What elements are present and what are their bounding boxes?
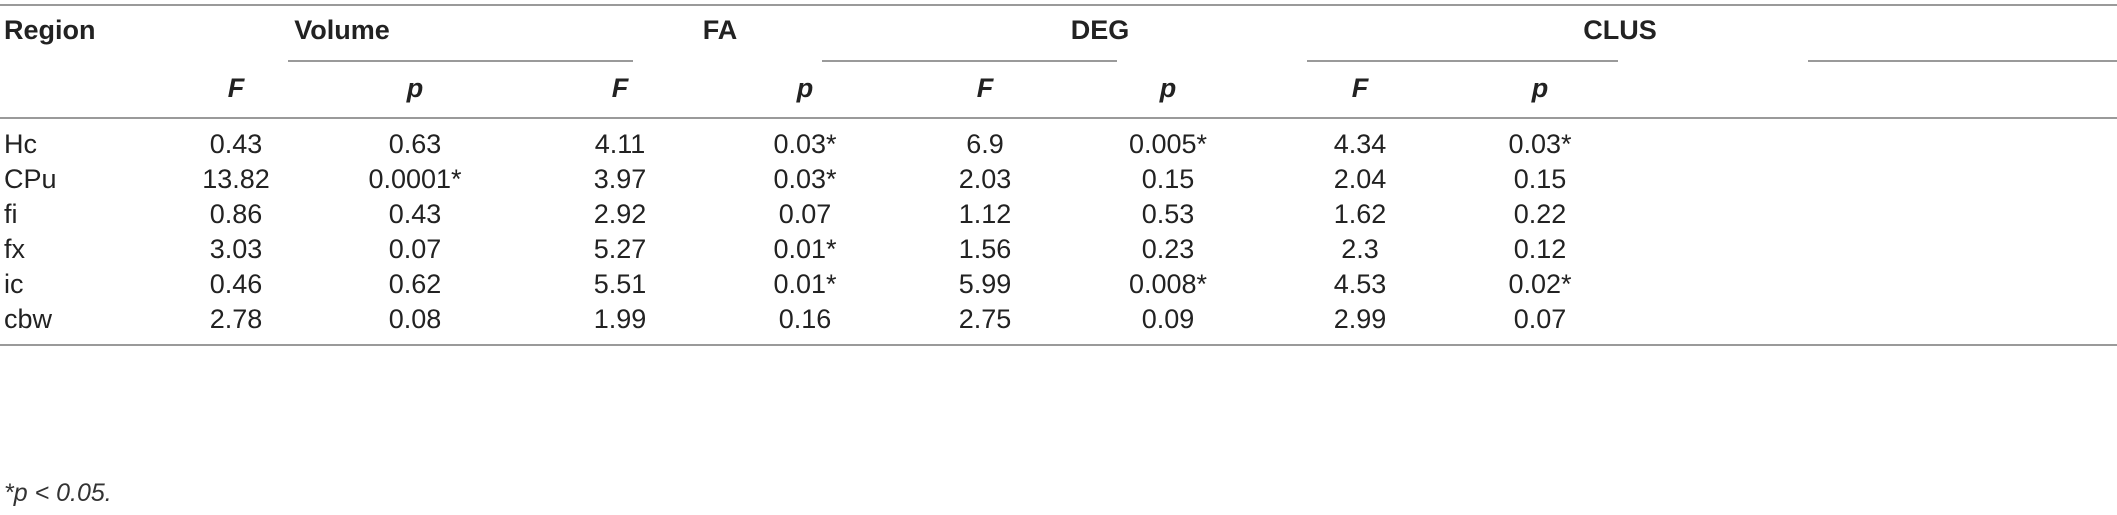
group-rule-volume <box>288 60 633 62</box>
table-cell: 0.86 <box>209 199 263 229</box>
table-cell: 0.03* <box>1508 129 1572 159</box>
group-header-fa: FA <box>702 15 738 45</box>
table-cell: 0.62 <box>388 269 442 299</box>
table-cell: 0.63 <box>388 129 442 159</box>
table-cell: 0.43 <box>209 129 263 159</box>
table-cell: 0.02* <box>1508 269 1572 299</box>
table-cell: 0.01* <box>773 234 837 264</box>
table-cell: 5.51 <box>593 269 647 299</box>
stat-header-clus-f: F <box>1351 73 1369 103</box>
stat-header-fa-p: p <box>796 73 814 103</box>
table-cell: 4.34 <box>1333 129 1387 159</box>
row-label: CPu <box>4 164 57 194</box>
region-header: Region <box>4 15 96 45</box>
group-rule-fa <box>822 60 1117 62</box>
table-footnote: *p < 0.05. <box>4 479 112 507</box>
table-cell: 1.12 <box>958 199 1012 229</box>
top-rule <box>0 4 2117 6</box>
header-rule <box>0 117 2117 119</box>
table-cell: 6.9 <box>966 129 1004 159</box>
table-cell: 0.22 <box>1513 199 1567 229</box>
group-header-clus: CLUS <box>1583 15 1657 45</box>
row-label: fi <box>4 199 18 229</box>
group-header-volume: Volume <box>294 15 390 45</box>
table-cell: 2.04 <box>1333 164 1387 194</box>
table-cell: 0.15 <box>1141 164 1195 194</box>
table-cell: 0.46 <box>209 269 263 299</box>
table-cell: 2.78 <box>209 304 263 334</box>
table-cell: 2.3 <box>1341 234 1379 264</box>
stat-header-deg-f: F <box>976 73 994 103</box>
row-label: fx <box>4 234 26 264</box>
table-cell: 1.56 <box>958 234 1012 264</box>
table-cell: 0.23 <box>1141 234 1195 264</box>
table-cell: 4.11 <box>594 129 646 159</box>
table-cell: 2.75 <box>958 304 1012 334</box>
table-cell: 0.16 <box>778 304 832 334</box>
stat-header-deg-p: p <box>1159 73 1177 103</box>
table-cell: 1.62 <box>1333 199 1387 229</box>
stat-header-clus-p: p <box>1531 73 1549 103</box>
stat-header-volume-f: F <box>227 73 245 103</box>
table-cell: 0.12 <box>1513 234 1567 264</box>
table-cell: 0.0001* <box>368 164 462 194</box>
group-rule-clus <box>1808 60 2117 62</box>
bottom-rule <box>0 344 2117 346</box>
table-cell: 0.03* <box>773 164 837 194</box>
row-label: Hc <box>4 129 37 159</box>
stat-header-fa-f: F <box>611 73 629 103</box>
table-cell: 0.07 <box>388 234 442 264</box>
table-cell: 13.82 <box>202 164 270 194</box>
table-cell: 0.07 <box>1513 304 1567 334</box>
row-label: ic <box>4 269 24 299</box>
table-cell: 2.03 <box>958 164 1012 194</box>
table-cell: 2.99 <box>1333 304 1387 334</box>
group-rule-deg <box>1307 60 1618 62</box>
table-cell: 0.005* <box>1128 129 1208 159</box>
table-cell: 0.43 <box>388 199 442 229</box>
table-cell: 0.07 <box>778 199 832 229</box>
table-cell: 0.15 <box>1513 164 1567 194</box>
table-cell: 3.97 <box>593 164 647 194</box>
table-cell: 5.27 <box>593 234 647 264</box>
stat-header-volume-p: p <box>406 73 424 103</box>
table-cell: 0.09 <box>1141 304 1195 334</box>
table-cell: 0.03* <box>773 129 837 159</box>
table-cell: 5.99 <box>958 269 1012 299</box>
table-cell: 0.008* <box>1128 269 1208 299</box>
table-cell: 3.03 <box>209 234 263 264</box>
table-cell: 4.53 <box>1333 269 1387 299</box>
row-label: cbw <box>4 304 53 334</box>
group-header-deg: DEG <box>1070 15 1130 45</box>
table-cell: 2.92 <box>593 199 647 229</box>
table-cell: 0.08 <box>388 304 442 334</box>
table-cell: 0.53 <box>1141 199 1195 229</box>
table-cell: 1.99 <box>593 304 647 334</box>
table-cell: 0.01* <box>773 269 837 299</box>
